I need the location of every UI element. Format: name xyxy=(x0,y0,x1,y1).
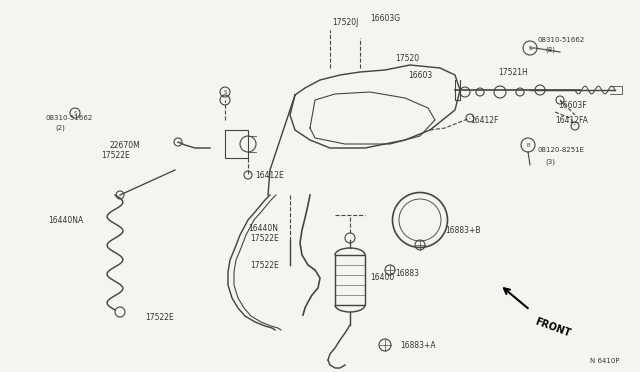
Text: N 6410P: N 6410P xyxy=(591,358,620,364)
Text: FRONT: FRONT xyxy=(533,316,572,338)
Text: 16883+A: 16883+A xyxy=(400,340,436,350)
Text: 16412F: 16412F xyxy=(470,115,499,125)
Text: 08310-51662: 08310-51662 xyxy=(45,115,92,121)
Text: 22670M: 22670M xyxy=(109,141,140,150)
Text: 16603G: 16603G xyxy=(370,13,400,22)
Text: 16440N: 16440N xyxy=(248,224,278,232)
Text: 17522E: 17522E xyxy=(250,260,279,269)
Text: 08120-8251E: 08120-8251E xyxy=(538,147,585,153)
Text: S: S xyxy=(528,45,532,51)
Text: 16412E: 16412E xyxy=(255,170,284,180)
Text: 16603: 16603 xyxy=(408,71,432,80)
Text: 17522E: 17522E xyxy=(145,314,173,323)
Text: S: S xyxy=(223,90,227,94)
Text: (2): (2) xyxy=(55,125,65,131)
Text: 17520J: 17520J xyxy=(332,17,358,26)
Text: (3): (3) xyxy=(545,159,555,165)
Text: (8): (8) xyxy=(545,47,555,53)
Text: 16603F: 16603F xyxy=(558,100,587,109)
Text: 16400: 16400 xyxy=(370,273,394,282)
Text: B: B xyxy=(526,142,530,148)
Text: 16883+B: 16883+B xyxy=(445,225,481,234)
Text: 17522E: 17522E xyxy=(250,234,279,243)
Text: 16412FA: 16412FA xyxy=(555,115,588,125)
Text: 17520: 17520 xyxy=(395,54,419,62)
Text: 17522E: 17522E xyxy=(101,151,130,160)
Text: 17521H: 17521H xyxy=(498,67,528,77)
Text: 16440NA: 16440NA xyxy=(48,215,83,224)
Text: S: S xyxy=(73,110,77,115)
Text: 16883: 16883 xyxy=(395,269,419,278)
Text: 08310-51662: 08310-51662 xyxy=(538,37,585,43)
